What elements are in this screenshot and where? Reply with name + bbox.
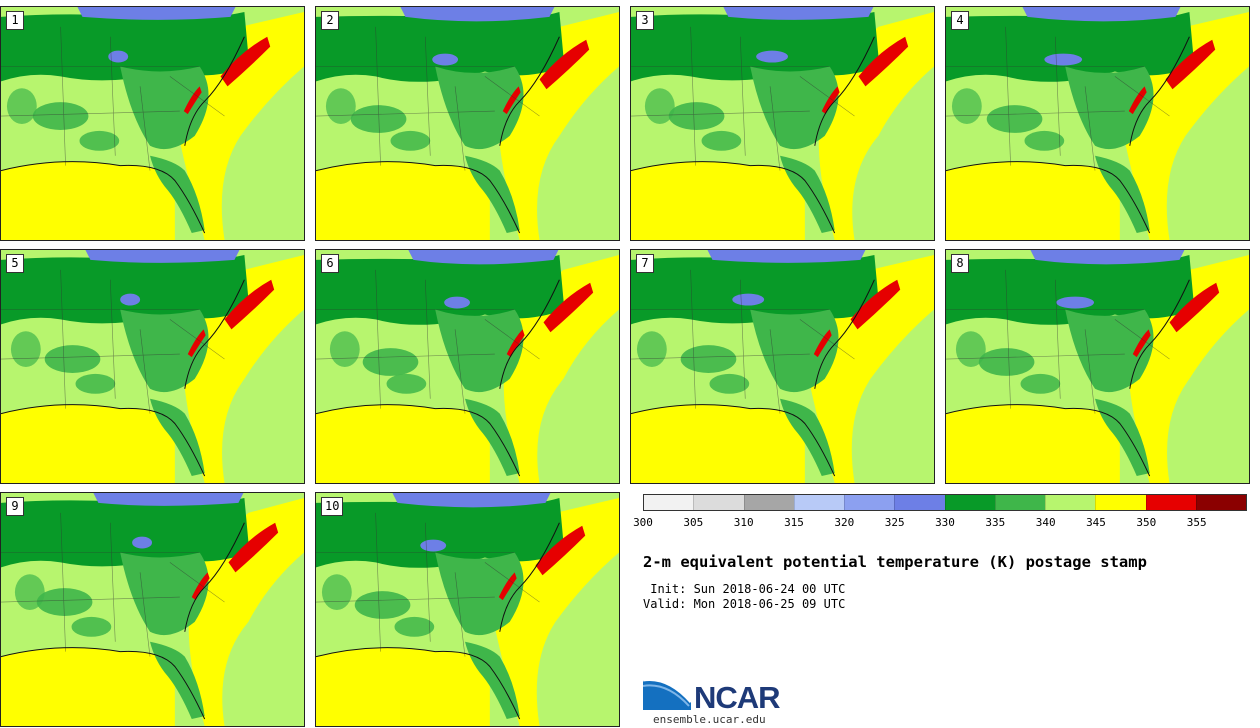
colorbar-ticks: 300 305 310 315 320 325 330 335 340 345 350 355 [633,516,1247,530]
map-panel-9: 9 [0,492,305,727]
colorbar-tick-label: 340 [1035,516,1056,529]
map-panel-6: 6 [315,249,620,484]
panel-number: 1 [6,11,24,30]
map-panel-2: 2 [315,6,620,241]
colorbar-segment [844,495,895,510]
colorbar-segment [944,495,995,510]
map-panel-4: 4 [945,6,1250,241]
colorbar-tick-label: 335 [985,516,1006,529]
panel-number: 5 [6,254,24,273]
panel-number: 8 [951,254,969,273]
map-panel-5: 5 [0,249,305,484]
panel-number: 7 [636,254,654,273]
colorbar-tick-label: 310 [733,516,754,529]
colorbar-segment [644,495,694,510]
colorbar-segment [793,495,844,510]
ncar-logo-icon [643,677,693,710]
colorbar-tick-label: 315 [784,516,804,529]
colorbar-tick-label: 355 [1186,516,1207,529]
colorbar-segment [693,495,744,510]
colorbar-segment [1195,495,1246,510]
colorbar-tick-label: 300 [633,516,653,529]
panel-number: 9 [6,497,24,516]
website-label: ensemble.ucar.edu [653,713,766,726]
map-panel-8: 8 [945,249,1250,484]
colorbar-segment [894,495,945,510]
colorbar-tick-label: 325 [884,516,905,529]
colorbar [643,494,1247,511]
colorbar-tick-label: 330 [935,516,955,529]
colorbar-tick-label: 320 [834,516,855,529]
colorbar-tick-label: 305 [683,516,704,529]
valid-time: Valid: Mon 2018-06-25 09 UTC [643,597,846,611]
panel-number: 2 [321,11,339,30]
panel-number: 4 [951,11,969,30]
panel-number: 6 [321,254,339,273]
map-panel-7: 7 [630,249,935,484]
map-panel-3: 3 [630,6,935,241]
colorbar-tick-label: 345 [1086,516,1106,529]
panel-number: 10 [321,497,344,516]
figure-title: 2-m equivalent potential temperature (K)… [643,553,1147,571]
colorbar-segment [1145,495,1196,510]
colorbar-segment [994,495,1045,510]
ncar-logo-text: NCAR [694,680,781,715]
colorbar-tick-label: 350 [1136,516,1157,529]
colorbar-segment [1045,495,1096,510]
map-panel-1: 1 [0,6,305,241]
panel-number: 3 [636,11,654,30]
colorbar-segment [743,495,794,510]
colorbar-segment [1095,495,1146,510]
map-panel-10: 10 [315,492,620,727]
init-time: Init: Sun 2018-06-24 00 UTC [643,582,846,596]
